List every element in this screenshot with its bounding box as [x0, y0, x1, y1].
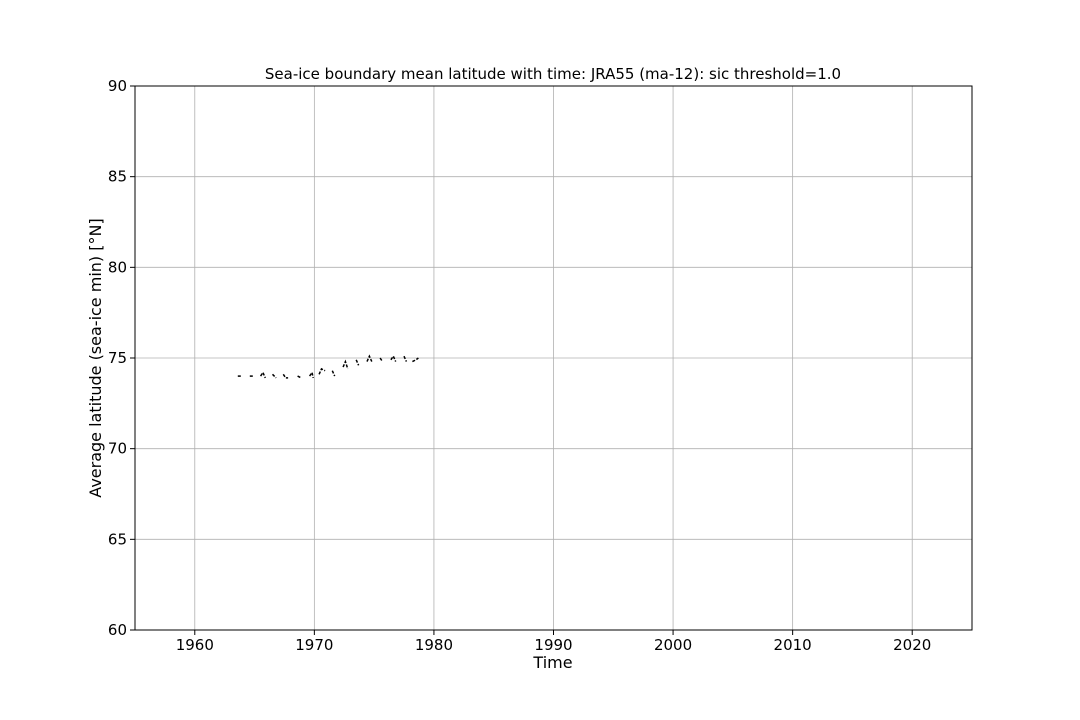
y-tick-label: 90	[108, 77, 127, 95]
series-line-segment	[308, 370, 314, 379]
series-line-segment	[412, 357, 419, 363]
data-layer	[237, 354, 419, 379]
grid	[135, 85, 972, 631]
ticks: 1960 1970 1980 1990 2000 2010 2020 60 65 70 75 80 85…	[108, 77, 931, 654]
x-tick-label: 1980	[415, 636, 453, 654]
y-tick-label: 75	[108, 349, 127, 367]
x-tick-label: 1960	[176, 636, 214, 654]
y-tick-label: 65	[108, 530, 127, 548]
x-tick-label: 1970	[295, 636, 333, 654]
x-tick-label: 1990	[534, 636, 572, 654]
series-line-segment	[355, 359, 360, 366]
series-line-segment	[379, 357, 384, 363]
x-tick-label: 2020	[893, 636, 931, 654]
y-tick-label: 85	[108, 168, 127, 186]
series-line-segment	[331, 370, 336, 377]
y-tick-label: 70	[108, 440, 127, 458]
x-axis-label: Time	[532, 653, 572, 672]
series-line-segment	[271, 373, 277, 379]
series-line-segment	[259, 370, 266, 379]
x-tick-label: 2010	[774, 636, 812, 654]
series-line-segment	[390, 354, 397, 362]
y-axis-label: Average latitude (sea-ice min) [°N]	[86, 218, 105, 497]
series-line-segment	[282, 373, 289, 379]
series-line-segment	[366, 354, 373, 362]
chart-title: Sea-ice boundary mean latitude with time…	[265, 65, 841, 83]
series-line-segment	[342, 359, 349, 370]
y-tick-label: 60	[108, 621, 127, 639]
series-line-segment	[318, 367, 326, 375]
y-tick-label: 80	[108, 258, 127, 276]
series-line-segment	[297, 375, 302, 379]
x-tick-label: 2000	[654, 636, 692, 654]
series-line-segment	[403, 355, 408, 362]
